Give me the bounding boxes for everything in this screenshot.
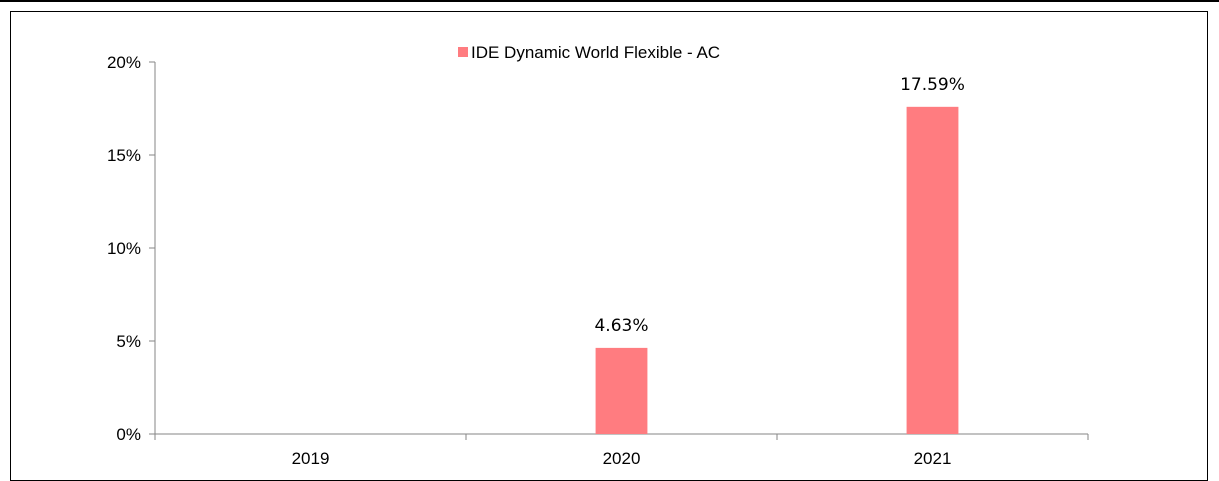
data-label: 17.59% bbox=[900, 75, 965, 95]
bar bbox=[906, 106, 959, 435]
y-tick-label: 20% bbox=[107, 53, 141, 72]
y-tick-label: 15% bbox=[107, 146, 141, 165]
bar bbox=[595, 347, 648, 434]
y-tick-label: 0% bbox=[116, 425, 141, 444]
x-tick-label: 2020 bbox=[603, 449, 641, 468]
data-label: 4.63% bbox=[594, 316, 648, 336]
x-axis: 2019 2020 2021 bbox=[154, 433, 1089, 468]
legend-swatch bbox=[458, 47, 468, 57]
x-tick-label: 2021 bbox=[914, 449, 952, 468]
y-tick-label: 5% bbox=[116, 332, 141, 351]
bar-series bbox=[595, 106, 959, 435]
data-labels: 4.63% 17.59% bbox=[594, 75, 964, 336]
bar-chart: 0% 5% 10% 15% 20% 2019 2020 2021 4.63% 17.59% I… bbox=[107, 43, 1089, 468]
legend: IDE Dynamic World Flexible - AC bbox=[458, 43, 720, 62]
x-tick-label: 2019 bbox=[292, 449, 330, 468]
legend-label: IDE Dynamic World Flexible - AC bbox=[471, 43, 720, 62]
y-axis: 0% 5% 10% 15% 20% bbox=[107, 53, 156, 444]
y-tick-label: 10% bbox=[107, 239, 141, 258]
